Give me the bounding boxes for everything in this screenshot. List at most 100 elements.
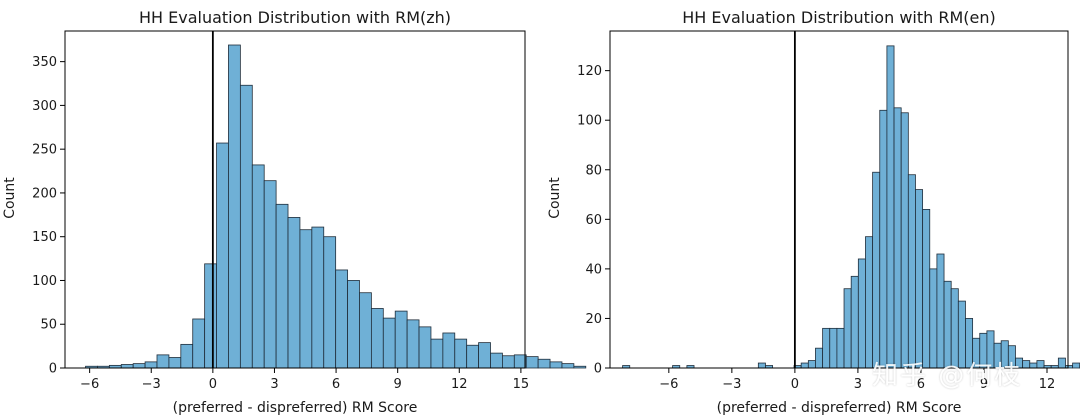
histogram-bar xyxy=(886,45,895,369)
histogram-bar xyxy=(872,171,881,369)
histogram-bar xyxy=(1057,357,1066,369)
histogram-bar xyxy=(359,292,372,369)
histogram-bar xyxy=(490,352,503,369)
histogram-bar xyxy=(168,357,182,369)
histogram-bar xyxy=(865,236,874,369)
histogram-bar xyxy=(1072,362,1080,369)
histogram-bar xyxy=(442,332,456,369)
y-tick-label: 150 xyxy=(32,230,57,245)
histogram-bar xyxy=(907,174,916,369)
y-tick-label: 20 xyxy=(585,312,602,327)
plot-frame xyxy=(64,30,526,369)
histogram-bar xyxy=(857,258,866,369)
histogram-bar xyxy=(900,112,909,369)
histogram-bar xyxy=(829,327,838,369)
histogram-bar xyxy=(757,362,766,369)
histogram-bars xyxy=(85,44,587,369)
histogram-bar xyxy=(929,268,938,369)
y-tick-label: 250 xyxy=(32,143,57,158)
histogram-bar xyxy=(1036,360,1045,369)
histogram-bar xyxy=(915,189,924,369)
histogram-bar xyxy=(430,338,444,369)
chart-title: HH Evaluation Distribution with RM(zh) xyxy=(139,8,451,27)
histogram-bar xyxy=(347,280,360,369)
x-axis-ticks: −6 −3 0 3 6 9 12 15 xyxy=(80,368,529,392)
watermark-text: 知乎 @何枝 xyxy=(872,361,1023,391)
histogram-bar xyxy=(204,263,217,369)
chart-zh: HH Evaluation Distribution with RM(zh) −… xyxy=(2,8,587,416)
y-tick-label: 350 xyxy=(32,55,57,70)
y-tick-label: 300 xyxy=(32,99,57,114)
y-tick-label: 0 xyxy=(594,362,602,377)
histogram-bar xyxy=(263,180,277,369)
y-tick-label: 200 xyxy=(32,186,57,201)
histogram-bar xyxy=(287,217,301,369)
histogram-bar xyxy=(466,344,479,369)
histogram-bar xyxy=(370,308,384,369)
histogram-bar xyxy=(180,343,194,369)
x-tick-label: −6 xyxy=(80,377,99,392)
x-tick-label: 3 xyxy=(854,377,862,392)
histogram-bar xyxy=(251,164,265,369)
histogram-bar xyxy=(936,253,945,369)
histogram-bar xyxy=(561,363,575,369)
histogram-bar xyxy=(513,354,527,369)
histogram-bar xyxy=(311,226,325,369)
chart-en: HH Evaluation Distribution with RM(en) −… xyxy=(547,8,1080,416)
x-axis-ticks: −6 −3 0 3 6 9 12 xyxy=(659,368,1055,392)
histogram-bar xyxy=(879,109,888,369)
y-tick-label: 40 xyxy=(585,262,602,277)
y-tick-label: 100 xyxy=(32,274,57,289)
y-axis-ticks: 0 20 40 60 80 100 120 xyxy=(577,64,610,377)
plot-frame xyxy=(609,30,1069,369)
histogram-bar xyxy=(406,319,420,369)
y-tick-label: 60 xyxy=(585,213,602,228)
y-axis-ticks: 0 50 100 150 200 250 300 350 xyxy=(32,55,65,377)
histogram-bar xyxy=(120,364,134,369)
histogram-bar xyxy=(843,288,852,369)
histogram-bar xyxy=(239,84,253,369)
histogram-bar xyxy=(836,327,845,369)
y-tick-label: 120 xyxy=(577,64,602,79)
y-tick-label: 0 xyxy=(49,362,57,377)
histogram-bar xyxy=(573,365,587,369)
histogram-bar xyxy=(382,317,396,369)
histogram-bar xyxy=(549,361,563,369)
y-tick-label: 100 xyxy=(577,114,602,129)
x-axis-label: (preferred - dispreferred) RM Score xyxy=(717,400,962,416)
histogram-bar xyxy=(156,354,170,369)
histogram-bar xyxy=(454,338,468,369)
histogram-bar xyxy=(1029,362,1038,369)
histogram-bar xyxy=(1022,360,1031,369)
x-tick-label: 0 xyxy=(209,377,217,392)
x-tick-label: 6 xyxy=(332,377,340,392)
x-tick-label: 12 xyxy=(1039,377,1056,392)
histogram-bar xyxy=(502,355,515,369)
y-tick-label: 80 xyxy=(585,163,602,178)
histogram-bars xyxy=(622,45,1080,369)
histogram-bar xyxy=(822,327,831,369)
x-tick-label: −3 xyxy=(722,377,741,392)
histogram-bar xyxy=(922,209,931,369)
y-tick-label: 50 xyxy=(40,318,57,333)
x-tick-label: 9 xyxy=(980,377,988,392)
x-tick-label: −6 xyxy=(659,377,678,392)
histogram-bar xyxy=(478,342,491,369)
histogram-bar xyxy=(132,363,146,369)
histogram-bar xyxy=(144,361,158,369)
y-axis-label: Count xyxy=(547,177,563,219)
x-tick-label: 6 xyxy=(917,377,925,392)
histogram-bar xyxy=(815,347,824,369)
x-tick-label: −3 xyxy=(142,377,161,392)
x-tick-label: 3 xyxy=(270,377,278,392)
histogram-bar xyxy=(807,360,816,369)
histogram-bar xyxy=(335,269,348,369)
histogram-bar xyxy=(525,356,539,369)
histogram-bar xyxy=(537,358,551,369)
histogram-bar xyxy=(323,236,337,369)
histogram-bar xyxy=(418,326,432,369)
y-axis-label: Count xyxy=(2,177,18,219)
histogram-bar xyxy=(800,362,809,369)
histogram-bar xyxy=(893,107,902,369)
